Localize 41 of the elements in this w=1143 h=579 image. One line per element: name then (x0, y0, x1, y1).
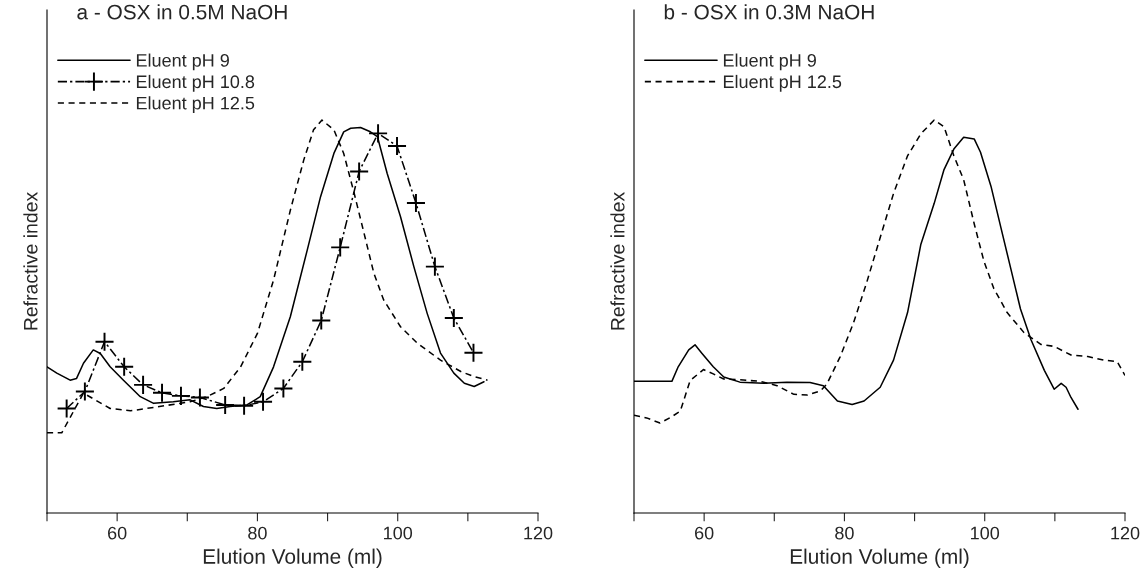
x-tick-label: 80 (248, 526, 267, 540)
point (349, 161, 370, 182)
point (424, 256, 445, 277)
point (114, 356, 135, 377)
point (234, 395, 255, 416)
x-tick-label: 100 (384, 526, 413, 540)
y-axis-title: Refractive index (23, 192, 38, 330)
point (189, 387, 210, 408)
x-tick-label: 80 (835, 526, 854, 540)
point (56, 398, 77, 419)
x-tick-label: 120 (1111, 526, 1140, 540)
x-tick-label: 60 (695, 526, 714, 540)
x-axis-title: Elution Volume (ml) (203, 548, 382, 568)
chart-title: b - OSX in 0.3M NaOH (664, 4, 874, 20)
point (133, 374, 154, 395)
point (253, 391, 274, 412)
point (368, 123, 389, 144)
x-tick-label: 60 (108, 526, 127, 540)
chart-title: a - OSX in 0.5M NaOH (77, 4, 287, 20)
point (387, 135, 408, 156)
point (443, 308, 464, 329)
legend-label: Eluent pH 12.5 (136, 96, 255, 114)
point (311, 310, 332, 331)
legend-label: Eluent pH 12.5 (723, 74, 842, 92)
point (405, 192, 426, 213)
legend-label: Eluent pH 9 (136, 53, 229, 71)
x-axis-title: Elution Volume (ml) (790, 548, 969, 568)
point (215, 394, 236, 415)
y-axis-title: Refractive index (610, 192, 625, 330)
point (74, 381, 95, 402)
point (330, 237, 351, 258)
legend-label: Eluent pH 9 (723, 53, 816, 71)
legend-label: Eluent pH 10.8 (136, 74, 255, 92)
x-tick-label: 120 (524, 526, 553, 540)
point (152, 382, 173, 403)
point (170, 385, 191, 406)
point (463, 342, 484, 363)
x-tick-label: 100 (971, 526, 1000, 540)
point (273, 378, 294, 399)
point (94, 331, 115, 352)
point (292, 351, 313, 372)
